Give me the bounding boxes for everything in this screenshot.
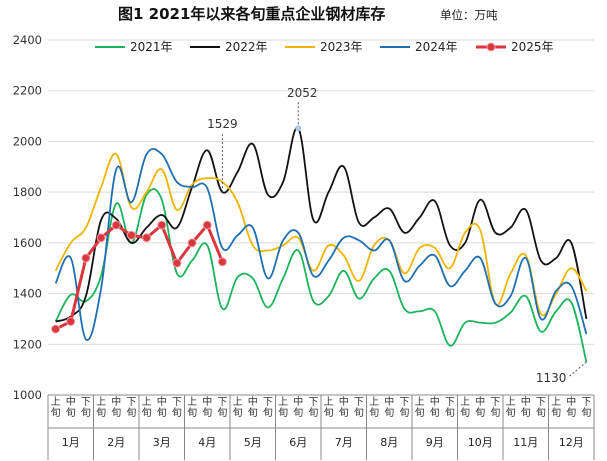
x-tick-label: 下旬 — [217, 397, 227, 419]
month-label: 3月 — [153, 436, 171, 449]
month-label: 8月 — [380, 436, 398, 449]
month-label: 5月 — [244, 436, 262, 449]
x-tick-label: 下旬 — [490, 397, 500, 419]
x-tick-label: 上旬 — [460, 396, 470, 419]
x-tick-label: 上旬 — [142, 396, 152, 419]
y-tick-label: 1600 — [13, 236, 42, 250]
month-label: 4月 — [198, 436, 216, 449]
x-tick-label: 中旬 — [293, 395, 303, 419]
x-tick-label: 中旬 — [248, 395, 258, 419]
series-2024年 — [54, 148, 588, 341]
x-tick-label: 下旬 — [308, 397, 318, 419]
x-tick-label: 上旬 — [233, 396, 243, 419]
chart-title: 图1 2021年以来各旬重点企业钢材库存 — [118, 5, 385, 23]
legend-marker — [486, 42, 496, 52]
series-line — [54, 188, 588, 363]
y-tick-label: 1000 — [13, 388, 42, 402]
x-tick-label: 下旬 — [536, 397, 546, 419]
x-tick-label: 下旬 — [172, 397, 182, 419]
series-2022年 — [55, 126, 588, 323]
series-lines — [51, 126, 588, 363]
annotation-label: 1529 — [207, 117, 238, 131]
annotation-label: 1130 — [536, 371, 567, 385]
x-axis: 上旬中旬下旬1月上旬中旬下旬2月上旬中旬下旬3月上旬中旬下旬4月上旬中旬下旬5月… — [47, 394, 595, 460]
x-tick-label: 下旬 — [399, 397, 409, 419]
legend-label: 2025年 — [511, 40, 554, 54]
month-label: 7月 — [335, 436, 353, 449]
x-tick-label: 中旬 — [475, 395, 485, 419]
data-point — [66, 316, 76, 326]
y-tick-label: 1800 — [13, 185, 42, 199]
month-label: 1月 — [62, 436, 80, 449]
series-line — [54, 148, 588, 341]
annotation-label: 2052 — [287, 86, 318, 100]
x-tick-label: 上旬 — [96, 396, 106, 419]
x-tick-label: 下旬 — [354, 397, 364, 419]
x-tick-label: 上旬 — [324, 396, 334, 419]
legend-label: 2021年 — [130, 40, 173, 54]
month-label: 6月 — [289, 436, 307, 449]
y-axis: 1000 1200 1400 1600 1800 2000 2200 2400 — [13, 33, 42, 402]
data-point — [142, 233, 152, 243]
data-point — [126, 230, 136, 240]
series-2025年 — [51, 220, 227, 334]
y-tick-label: 1200 — [13, 337, 42, 351]
data-point — [217, 257, 227, 267]
month-label: 10月 — [468, 436, 493, 449]
y-tick-label: 1400 — [13, 287, 42, 301]
series-line — [55, 126, 588, 323]
y-tick-label: 2400 — [13, 33, 42, 47]
legend: 2021年 2022年 2023年 2024年 2025年 — [95, 40, 554, 54]
x-tick-label: 下旬 — [581, 397, 591, 419]
unit-label: 单位：万吨 — [440, 8, 498, 22]
x-tick-label: 上旬 — [187, 396, 197, 419]
x-tick-label: 上旬 — [51, 396, 61, 419]
x-tick-label: 中旬 — [430, 395, 440, 419]
x-tick-label: 下旬 — [445, 397, 455, 419]
annotation-point — [295, 125, 302, 132]
x-tick-label: 中旬 — [521, 395, 531, 419]
month-label: 2月 — [107, 436, 125, 449]
x-tick-label: 中旬 — [111, 395, 121, 419]
legend-label: 2022年 — [225, 40, 268, 54]
legend-label: 2024年 — [415, 40, 458, 54]
y-tick-label: 2000 — [13, 134, 42, 148]
x-tick-label: 中旬 — [566, 395, 576, 419]
annotations: 1529 2052 1130 — [207, 86, 587, 385]
series-2021年 — [54, 188, 588, 363]
x-tick-label: 中旬 — [157, 395, 167, 419]
x-tick-label: 下旬 — [263, 397, 273, 419]
data-point — [172, 258, 182, 268]
x-tick-label: 中旬 — [66, 395, 76, 419]
y-tick-label: 2200 — [13, 84, 42, 98]
data-point — [51, 324, 61, 334]
x-tick-label: 中旬 — [384, 395, 394, 419]
x-tick-label: 中旬 — [339, 395, 349, 419]
x-tick-label: 上旬 — [415, 396, 425, 419]
annotation-leader — [568, 361, 587, 378]
x-tick-label: 上旬 — [506, 396, 516, 419]
data-point — [111, 220, 121, 230]
data-point — [187, 238, 197, 248]
month-label: 12月 — [559, 436, 584, 449]
data-point — [81, 253, 91, 263]
x-tick-label: 上旬 — [551, 396, 561, 419]
x-tick-label: 下旬 — [81, 397, 91, 419]
month-label: 11月 — [513, 436, 538, 449]
data-point — [157, 220, 167, 230]
x-tick-label: 下旬 — [126, 397, 136, 419]
x-tick-label: 上旬 — [369, 396, 379, 419]
legend-label: 2023年 — [320, 40, 363, 54]
data-point — [202, 220, 212, 230]
x-tick-label: 上旬 — [278, 396, 288, 419]
x-tick-label: 中旬 — [202, 395, 212, 419]
month-label: 9月 — [426, 436, 444, 449]
data-point — [96, 233, 106, 243]
grid-lines — [48, 39, 594, 396]
